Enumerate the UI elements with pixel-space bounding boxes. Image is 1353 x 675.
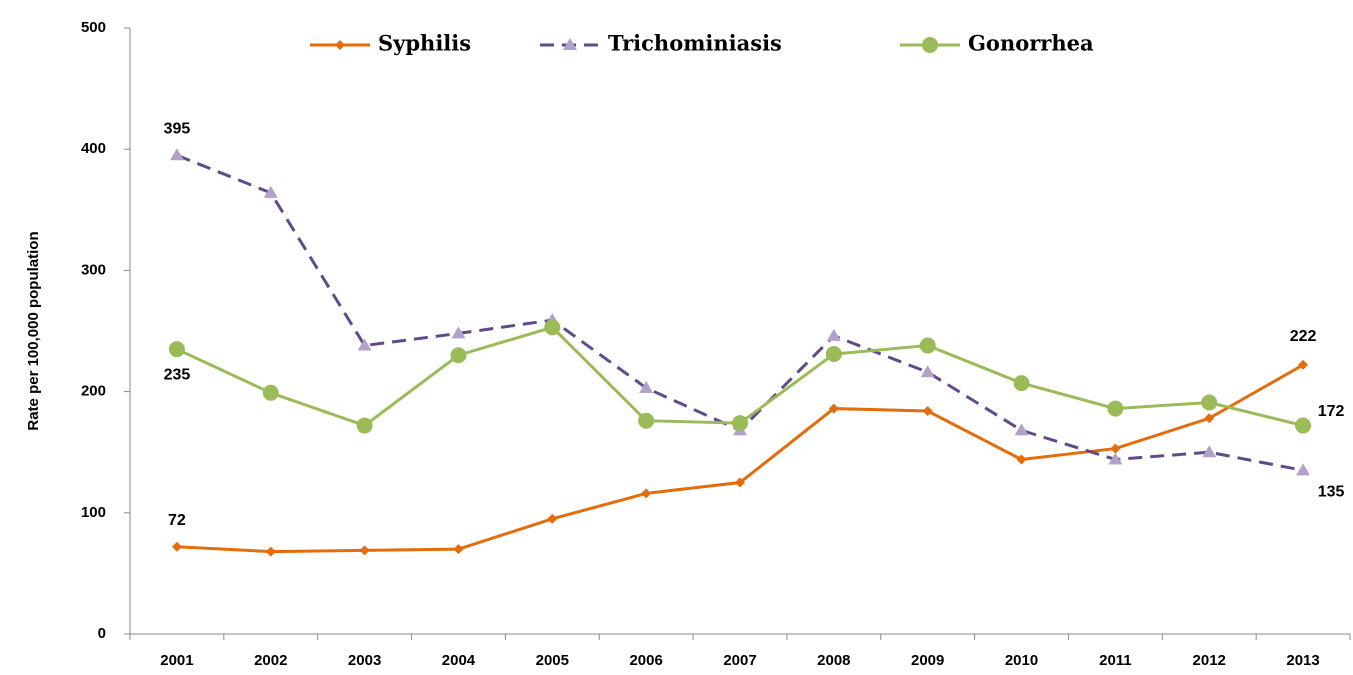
- point: [641, 488, 652, 499]
- data-label: 395: [164, 120, 191, 137]
- point: [922, 405, 933, 416]
- point: [1014, 423, 1029, 436]
- point: [1201, 394, 1218, 411]
- y-tick-label: 300: [81, 261, 106, 278]
- point: [638, 412, 655, 429]
- x-tick-label: 2002: [254, 652, 287, 669]
- point: [262, 384, 279, 401]
- point: [357, 338, 372, 351]
- point: [828, 403, 839, 414]
- point: [1107, 400, 1124, 417]
- point: [265, 546, 276, 557]
- data-label: 235: [164, 366, 191, 383]
- point: [1016, 454, 1027, 465]
- y-tick-label: 500: [81, 19, 106, 36]
- x-tick-label: 2011: [1099, 652, 1132, 669]
- point: [920, 365, 935, 378]
- y-tick-label: 400: [81, 140, 106, 157]
- data-label: 172: [1318, 403, 1345, 420]
- point: [451, 326, 466, 339]
- x-tick-label: 2001: [160, 652, 193, 669]
- point: [563, 38, 577, 50]
- point: [335, 40, 345, 50]
- x-tick-label: 2013: [1286, 652, 1319, 669]
- point: [1108, 452, 1123, 465]
- y-tick-label: 0: [98, 625, 106, 642]
- point: [1204, 413, 1215, 424]
- legend-label: Gonorrhea: [968, 31, 1094, 56]
- x-tick-label: 2007: [723, 652, 756, 669]
- point: [1296, 463, 1311, 476]
- y-tick-label: 200: [81, 383, 106, 400]
- x-tick-label: 2004: [442, 652, 476, 669]
- series-line: [176, 325, 1304, 428]
- point: [356, 417, 373, 434]
- point: [450, 347, 467, 364]
- point: [826, 328, 841, 341]
- x-tick-label: 2010: [1005, 652, 1038, 669]
- point: [1110, 443, 1121, 454]
- x-tick-label: 2012: [1193, 652, 1226, 669]
- point: [453, 544, 464, 555]
- x-tick-label: 2009: [911, 652, 944, 669]
- point: [1202, 445, 1217, 458]
- legend-label: Trichominiasis: [608, 31, 782, 56]
- point: [171, 541, 182, 552]
- point: [922, 37, 938, 53]
- x-tick-label: 2006: [629, 652, 662, 669]
- y-axis-label: Rate per 100,000 population: [25, 231, 42, 430]
- y-tick-label: 100: [81, 504, 106, 521]
- point: [359, 545, 370, 556]
- point: [735, 477, 745, 488]
- point: [263, 185, 278, 198]
- legend-label: Syphilis: [378, 31, 471, 56]
- data-label: 135: [1318, 484, 1345, 501]
- data-label: 222: [1290, 328, 1317, 345]
- point: [168, 341, 185, 358]
- point: [1013, 375, 1030, 392]
- point: [547, 513, 558, 524]
- point: [1295, 417, 1312, 434]
- point: [732, 415, 748, 432]
- x-tick-label: 2003: [348, 652, 381, 669]
- data-label: 72: [168, 512, 186, 529]
- point: [169, 148, 184, 161]
- point: [544, 319, 561, 336]
- point: [825, 346, 842, 363]
- point: [639, 380, 654, 393]
- point: [1298, 359, 1309, 370]
- x-tick-label: 2008: [817, 652, 850, 669]
- point: [919, 337, 936, 354]
- x-tick-label: 2005: [536, 652, 569, 669]
